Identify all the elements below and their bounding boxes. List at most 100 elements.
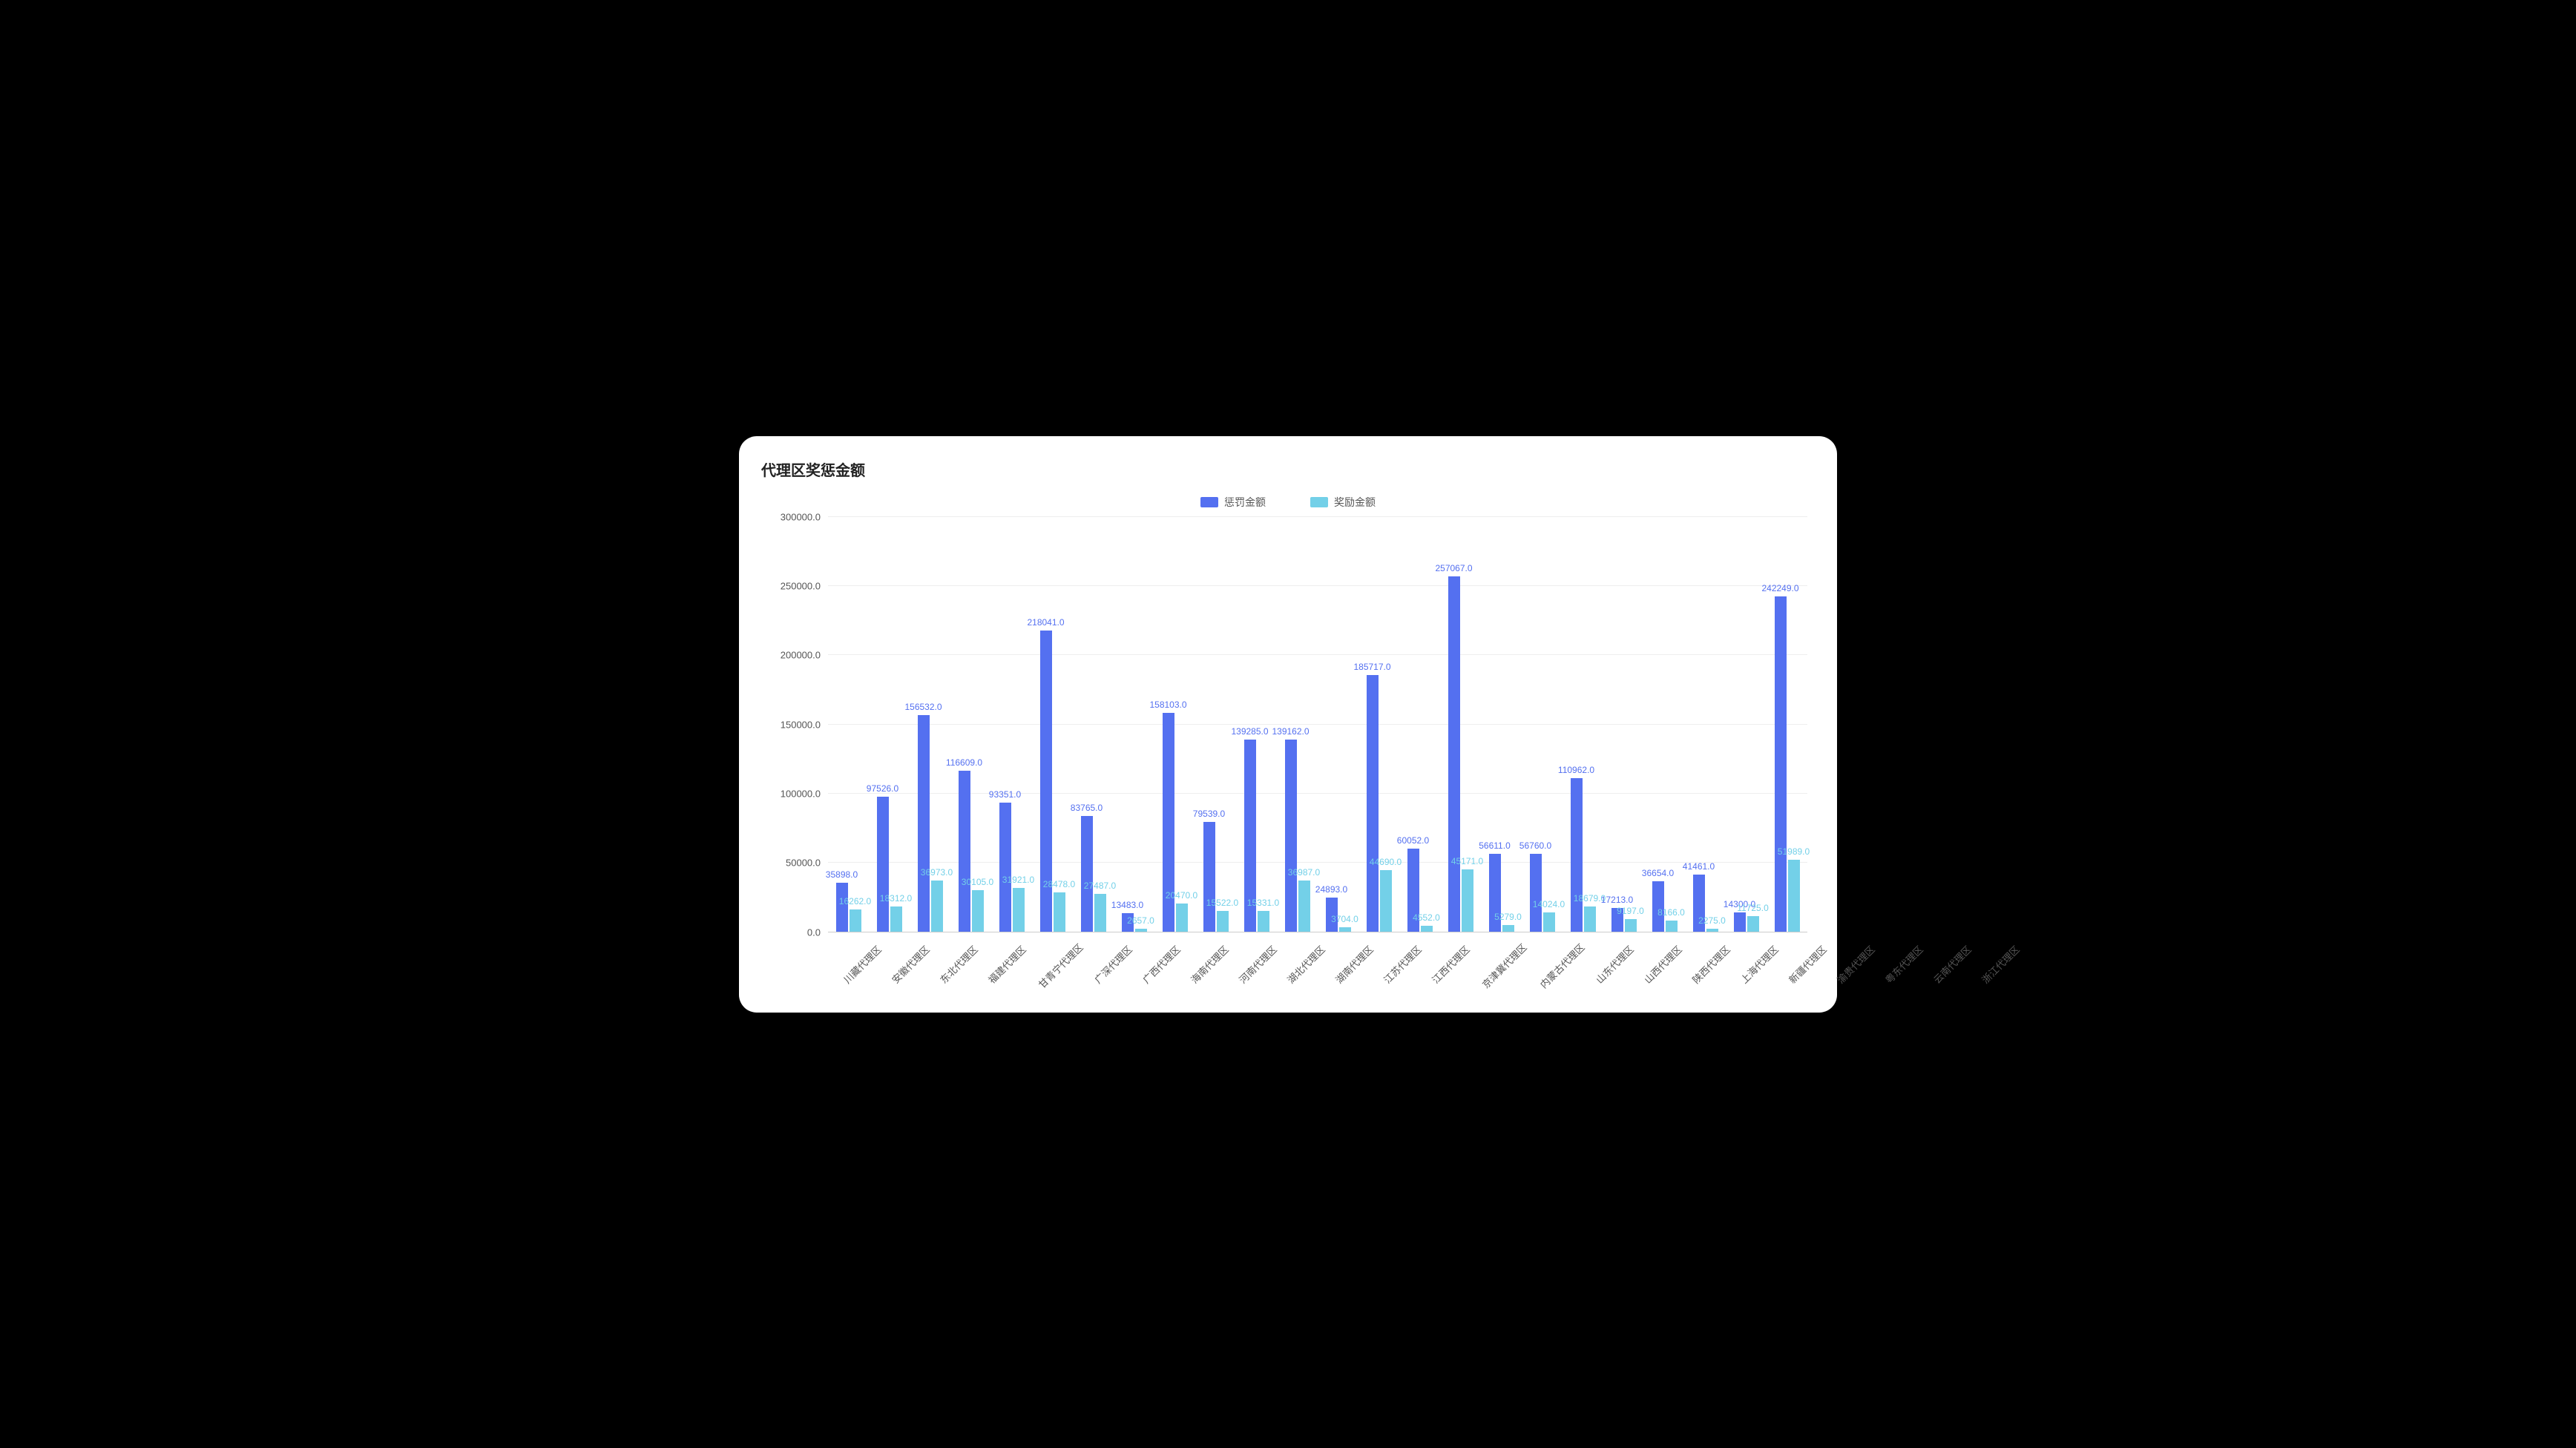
y-tick-label: 100000.0: [781, 788, 821, 799]
penalty-value-label: 56611.0: [1479, 840, 1511, 851]
bar-group: 242249.051989.0: [1767, 517, 1807, 932]
y-tick-label: 250000.0: [781, 580, 821, 591]
bar-group: 93351.031921.0: [991, 517, 1032, 932]
legend-item-penalty[interactable]: 惩罚金额: [1200, 495, 1266, 510]
reward-bar[interactable]: 36987.0: [1298, 881, 1310, 932]
chart-card: 代理区奖惩金额 惩罚金额奖励金额 0.050000.0100000.015000…: [739, 436, 1837, 1013]
legend-label: 奖励金额: [1334, 495, 1376, 510]
x-tick-label: 浙江代理区: [1968, 931, 2044, 1007]
reward-bar[interactable]: 20470.0: [1176, 904, 1188, 932]
penalty-value-label: 93351.0: [989, 789, 1021, 800]
penalty-bar[interactable]: 79539.0: [1203, 822, 1215, 932]
bar-group: 218041.028478.0: [1032, 517, 1073, 932]
bar-group: 79539.015522.0: [1195, 517, 1236, 932]
penalty-value-label: 242249.0: [1761, 583, 1798, 593]
reward-bar[interactable]: 15522.0: [1217, 911, 1229, 932]
reward-value-label: 20470.0: [1166, 890, 1197, 901]
penalty-value-label: 218041.0: [1027, 617, 1064, 628]
bar-group: 56760.014024.0: [1522, 517, 1563, 932]
y-tick-label: 0.0: [807, 927, 821, 938]
reward-value-label: 16262.0: [839, 896, 871, 906]
reward-value-label: 14024.0: [1533, 899, 1565, 909]
penalty-bar[interactable]: 110962.0: [1571, 778, 1583, 932]
penalty-bar[interactable]: 156532.0: [918, 715, 930, 932]
reward-bar[interactable]: 14024.0: [1543, 912, 1555, 932]
penalty-bar[interactable]: 185717.0: [1367, 675, 1379, 932]
penalty-value-label: 139162.0: [1272, 726, 1309, 737]
x-axis: 川藏代理区安徽代理区东北代理区福建代理区甘青宁代理区广深代理区广西代理区海南代理…: [828, 938, 1807, 998]
legend-label: 惩罚金额: [1224, 495, 1266, 510]
bar-group: 185717.044690.0: [1358, 517, 1399, 932]
penalty-bar[interactable]: 56760.0: [1530, 854, 1542, 932]
penalty-bar[interactable]: 14300.0: [1734, 912, 1746, 932]
penalty-bar[interactable]: 116609.0: [959, 771, 970, 932]
reward-value-label: 44690.0: [1370, 857, 1402, 867]
reward-value-label: 30105.0: [962, 877, 993, 887]
bar-group: 156532.036973.0: [910, 517, 950, 932]
reward-bar[interactable]: 30105.0: [972, 890, 984, 932]
bar-group: 36654.08166.0: [1644, 517, 1685, 932]
reward-bar[interactable]: 9197.0: [1625, 919, 1637, 932]
penalty-bar[interactable]: 257067.0: [1448, 576, 1460, 932]
reward-value-label: 27487.0: [1084, 881, 1116, 891]
reward-bar[interactable]: 16262.0: [850, 909, 861, 932]
reward-value-label: 45171.0: [1451, 856, 1483, 866]
legend-swatch: [1310, 497, 1328, 507]
penalty-bar[interactable]: 139162.0: [1285, 740, 1297, 932]
reward-value-label: 15522.0: [1206, 898, 1238, 908]
legend-swatch: [1200, 497, 1218, 507]
reward-bar[interactable]: 28478.0: [1054, 892, 1065, 932]
reward-bar[interactable]: 11725.0: [1747, 916, 1759, 932]
reward-value-label: 31921.0: [1002, 875, 1034, 885]
penalty-value-label: 158103.0: [1149, 700, 1186, 710]
penalty-bar[interactable]: 83765.0: [1081, 816, 1093, 932]
bar-group: 83765.027487.0: [1073, 517, 1114, 932]
reward-bar[interactable]: 27487.0: [1094, 894, 1106, 932]
legend-item-reward[interactable]: 奖励金额: [1310, 495, 1376, 510]
bar-group: 139162.036987.0: [1277, 517, 1318, 932]
bar-group: 116609.030105.0: [950, 517, 991, 932]
reward-value-label: 36987.0: [1288, 867, 1320, 878]
bar-group: 110962.018679.0: [1563, 517, 1603, 932]
penalty-value-label: 24893.0: [1315, 884, 1347, 895]
reward-bar[interactable]: 31921.0: [1013, 888, 1025, 932]
penalty-bar[interactable]: 35898.0: [836, 883, 848, 932]
reward-value-label: 3704.0: [1331, 914, 1358, 924]
bar-group: 139285.015331.0: [1236, 517, 1277, 932]
bar-group: 13483.0 2657.0: [1114, 517, 1154, 932]
reward-bar[interactable]: 8166.0: [1666, 921, 1678, 932]
y-axis: 0.050000.0100000.0150000.0200000.0250000…: [761, 517, 828, 932]
reward-bar[interactable]: 15331.0: [1258, 911, 1269, 932]
reward-bar[interactable]: 45171.0: [1462, 869, 1473, 932]
penalty-bar[interactable]: 93351.0: [999, 803, 1011, 932]
y-tick-label: 50000.0: [786, 858, 821, 869]
bar-group: 60052.04552.0: [1399, 517, 1440, 932]
reward-value-label: 11725.0: [1737, 903, 1769, 913]
bar-group: 56611.05279.0: [1481, 517, 1522, 932]
bar-group: 24893.0 3704.0: [1318, 517, 1358, 932]
penalty-bar[interactable]: 242249.0: [1775, 596, 1787, 932]
penalty-value-label: 41461.0: [1683, 861, 1715, 872]
chart-title: 代理区奖惩金额: [761, 458, 1815, 480]
penalty-value-label: 79539.0: [1193, 809, 1225, 819]
penalty-value-label: 185717.0: [1353, 662, 1390, 672]
reward-value-label: 2657.0: [1127, 915, 1154, 926]
bar-group: 41461.02275.0: [1685, 517, 1726, 932]
penalty-value-label: 97526.0: [867, 783, 898, 794]
reward-bar[interactable]: 18312.0: [890, 906, 902, 932]
penalty-value-label: 13483.0: [1111, 900, 1143, 910]
reward-bar[interactable]: 51989.0: [1788, 860, 1800, 932]
y-tick-label: 300000.0: [781, 511, 821, 522]
chart-legend: 惩罚金额 奖励金额: [761, 495, 1815, 510]
penalty-bar[interactable]: 97526.0: [877, 797, 889, 932]
bar-group: 257067.045171.0: [1440, 517, 1481, 932]
reward-bar[interactable]: 36973.0: [931, 881, 943, 932]
reward-value-label: 18312.0: [880, 893, 912, 904]
reward-bar[interactable]: 44690.0: [1380, 870, 1392, 932]
penalty-value-label: 139285.0: [1231, 726, 1268, 737]
bar-group: 14300.011725.0: [1726, 517, 1767, 932]
penalty-value-label: 56760.0: [1519, 840, 1551, 851]
reward-bar[interactable]: 18679.0: [1584, 906, 1596, 932]
bar-group: 35898.016262.0: [828, 517, 869, 932]
bar-group: 158103.020470.0: [1154, 517, 1195, 932]
